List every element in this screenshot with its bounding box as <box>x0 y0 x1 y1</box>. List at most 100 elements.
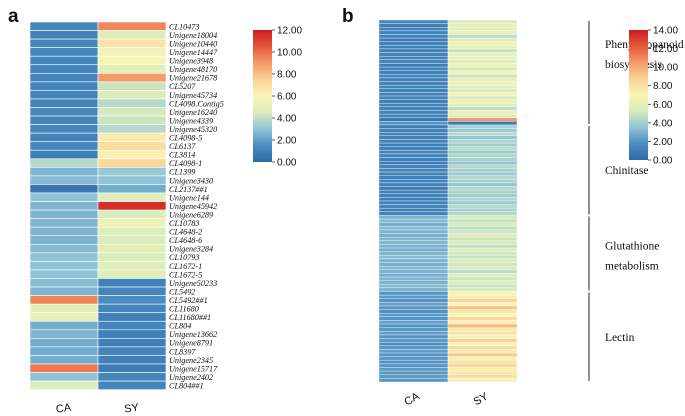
heatmap-a-cell <box>97 158 167 168</box>
heatmap-a-cell <box>97 132 167 142</box>
heatmap-b-cell <box>447 345 518 350</box>
heatmap-a-cell <box>29 380 99 390</box>
panel-a: a CL10473Unigene18004Unigene10440Unigene1… <box>8 6 302 416</box>
heatmap-b-cell <box>378 244 449 249</box>
gene-label: Unigene21678 <box>169 74 217 83</box>
heatmap-b-cell <box>447 164 518 169</box>
heatmap-b-cell <box>378 52 449 57</box>
colorbar-a-tick-label: 0.00 <box>277 158 297 169</box>
heatmap-a-cell <box>29 201 99 211</box>
heatmap-b-cell <box>447 269 518 274</box>
heatmap-b-cell <box>378 189 449 194</box>
heatmap-a-cell <box>97 90 167 100</box>
heatmap-b-cell <box>447 258 518 263</box>
heatmap-b-cell <box>447 204 518 209</box>
heatmap-b-cell <box>447 27 518 32</box>
heatmap-a-cell <box>97 149 167 160</box>
heatmap-b-cell <box>378 117 449 122</box>
heatmap-a-cell <box>97 338 167 348</box>
panel-letter-b: b <box>342 6 354 27</box>
heatmap-b-cell <box>378 237 449 241</box>
heatmap-a-cell <box>29 244 99 254</box>
heatmap-b-cell <box>447 103 518 108</box>
colorbar-b-tick-label: 4.00 <box>653 118 673 129</box>
gene-label: Unigene3430 <box>169 176 213 185</box>
heatmap-b-cell <box>378 342 449 346</box>
heatmap-a-cell <box>97 355 167 365</box>
heatmap-a-cell <box>97 226 167 237</box>
heatmap-b-cell <box>447 316 518 321</box>
heatmap-a-cell <box>29 81 99 91</box>
gene-label: CL1672-5 <box>169 270 202 279</box>
heatmap-b-cell <box>447 360 518 365</box>
gene-label: CL4648-6 <box>169 236 203 245</box>
heatmap-b-cell <box>447 121 518 126</box>
heatmap-b-cell <box>378 186 449 191</box>
heatmap-b-cell <box>378 251 449 256</box>
heatmap-b-cell <box>447 186 518 191</box>
heatmap-a-cell <box>29 158 99 168</box>
heatmap-b-cell <box>447 23 518 28</box>
heatmap-b-cell <box>378 95 449 100</box>
gene-label: Unigene2345 <box>169 356 213 365</box>
heatmap-b-cell <box>378 171 449 176</box>
heatmap-b-cell <box>378 41 449 46</box>
heatmap-b-cell <box>378 168 449 173</box>
heatmap-b-cell <box>378 197 449 202</box>
heatmap-a-cell <box>97 124 167 134</box>
heatmap-b-cell <box>447 237 518 241</box>
heatmap-b-cell <box>378 84 449 89</box>
heatmap-a-cell <box>29 226 99 237</box>
heatmap-a-cell <box>97 21 167 31</box>
heatmap-b-cell <box>378 356 449 361</box>
heatmap-b-cell <box>447 92 518 97</box>
heatmap-b-cell <box>447 124 518 129</box>
heatmap-a-cell <box>29 21 99 31</box>
heatmap-b-cell <box>447 240 518 245</box>
heatmap-b-cell <box>378 77 449 82</box>
gene-label: Unigene3284 <box>169 245 213 254</box>
heatmap-b-cell <box>378 150 449 155</box>
heatmap-b-cell <box>378 215 449 220</box>
heatmap-b-cell <box>447 370 518 375</box>
heatmap-b-cell <box>447 229 518 234</box>
group-label: Glutathione metabolism <box>605 240 659 272</box>
heatmap-a-cell <box>29 209 99 219</box>
heatmap-b-cell <box>447 280 518 285</box>
heatmap-a-cell <box>29 278 99 288</box>
heatmap-b-cell <box>378 374 449 379</box>
heatmap-a-cell <box>97 329 167 339</box>
heatmap-b-cell <box>378 262 449 267</box>
heatmap-a-cell <box>29 124 99 134</box>
heatmap-a-cell <box>97 235 167 245</box>
heatmap-b-cell <box>447 74 518 79</box>
heatmap-a-cell <box>29 218 99 228</box>
gene-label: CL2137##1 <box>169 185 208 194</box>
heatmap-b-cell <box>378 367 449 372</box>
heatmap-b-cell <box>447 132 518 137</box>
heatmap-b-cell <box>378 360 449 365</box>
heatmap-b-cell <box>378 349 449 354</box>
heatmap-b-cell <box>378 132 449 137</box>
heatmap-b-cell <box>378 280 449 285</box>
heatmap-a-cell <box>97 312 167 322</box>
heatmap-b-cell <box>378 363 449 368</box>
heatmap-a-cell <box>29 261 99 271</box>
heatmap-b-cell <box>447 356 518 361</box>
gene-label: Unigene48170 <box>169 65 217 74</box>
heatmap-b-cell <box>378 27 449 32</box>
heatmap-b-cell <box>378 124 449 129</box>
heatmap-b-cell <box>378 218 449 223</box>
gene-label: CL1672-1 <box>169 262 202 271</box>
colorbar-b-tick-label: 8.00 <box>653 81 673 92</box>
heatmap-a-cell <box>97 64 167 74</box>
heatmap-a-cell <box>97 47 167 57</box>
heatmap-a-cell <box>29 107 99 117</box>
column-label-ca: CA <box>402 390 422 408</box>
heatmap-a-cell <box>97 218 167 228</box>
heatmap-b-cell <box>447 309 518 314</box>
gene-label: Unigene13662 <box>169 330 217 339</box>
heatmap-b-cell <box>378 81 449 86</box>
group-label: Lectin <box>605 332 635 344</box>
heatmap-a-cell <box>97 55 167 66</box>
